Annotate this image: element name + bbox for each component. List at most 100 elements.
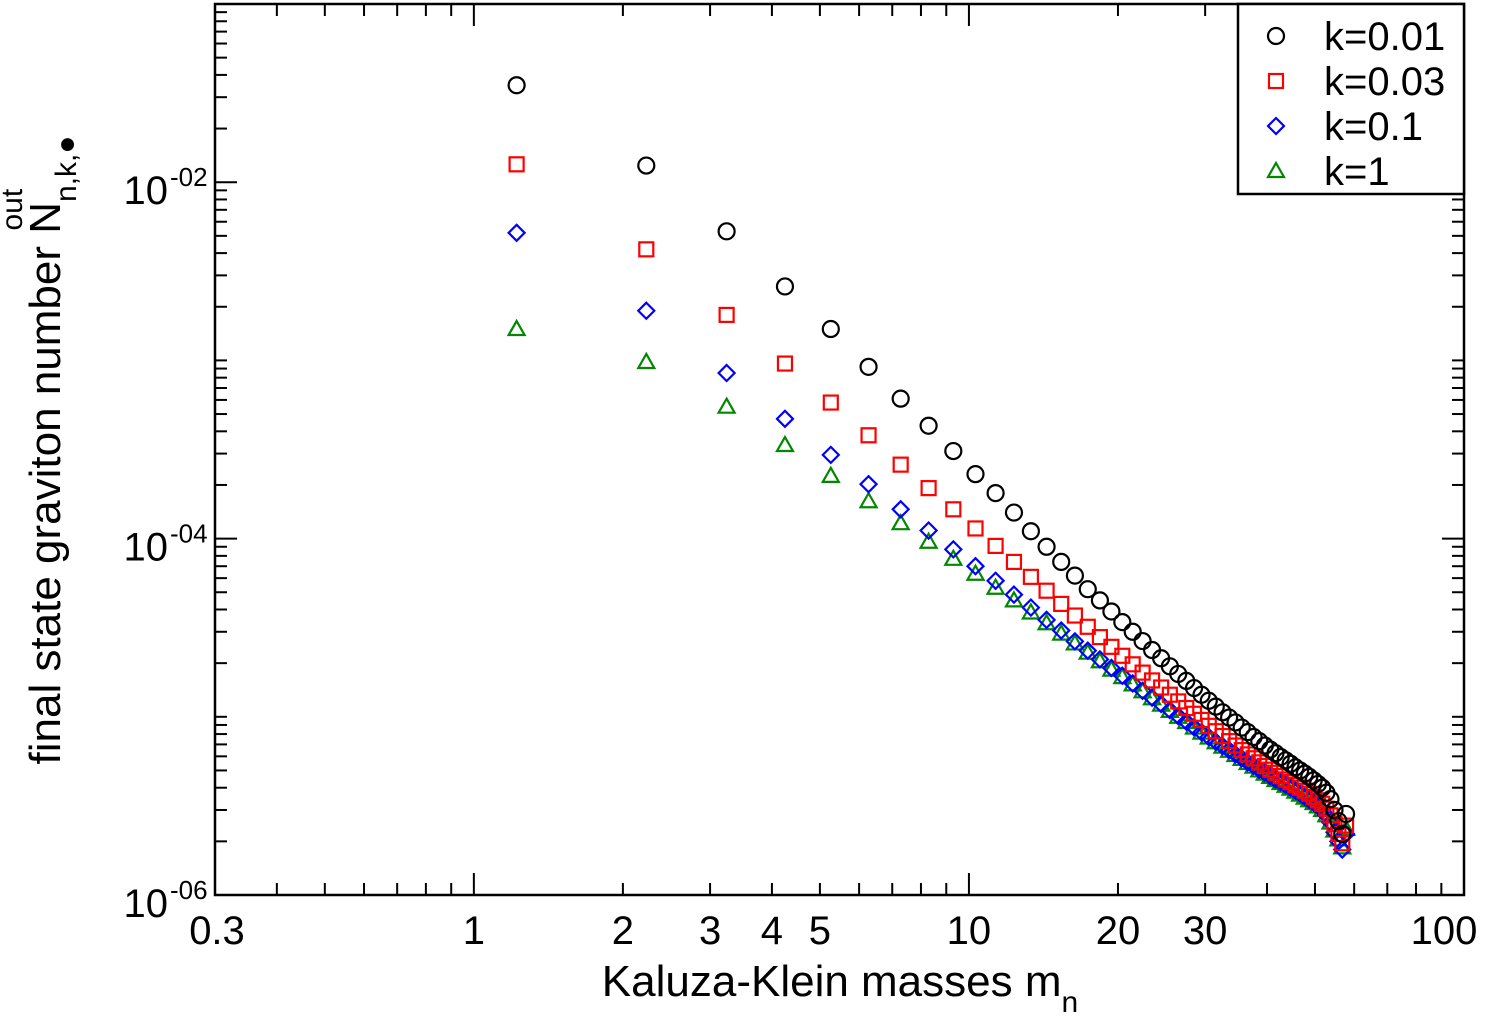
data-point: [1334, 835, 1351, 852]
data-point: [717, 222, 736, 241]
data-point: [945, 501, 962, 518]
data-point: [986, 484, 1005, 503]
x-tick-label: 4: [761, 909, 783, 953]
data-point: [1103, 638, 1120, 655]
data-point: [1004, 590, 1024, 608]
data-point: [636, 301, 656, 321]
data-point: [718, 306, 735, 324]
y-axis-label-superscript: out: [0, 188, 29, 230]
legend-label: k=0.01: [1324, 15, 1445, 59]
data-point: [1133, 631, 1152, 651]
data-point: [1005, 553, 1023, 571]
data-point: [1123, 622, 1142, 641]
data-point: [966, 465, 985, 484]
data-point: [1091, 629, 1109, 646]
x-tick-label: 20: [1096, 909, 1141, 953]
data-point: [919, 416, 938, 435]
data-point: [1066, 607, 1083, 624]
data-point: [1123, 673, 1143, 693]
data-point: [965, 556, 986, 576]
data-point: [821, 319, 840, 339]
data-point: [822, 394, 839, 411]
data-point: [860, 427, 877, 444]
data-point: [507, 76, 526, 95]
data-point: [820, 465, 841, 483]
y-axis-label-subscript: n,k,●: [50, 136, 83, 202]
legend-label: k=1: [1324, 150, 1390, 194]
data-point: [1004, 503, 1024, 522]
data-point: [1078, 641, 1098, 661]
data-point: [1065, 566, 1084, 585]
data-point: [858, 491, 879, 509]
data-point: [636, 351, 657, 370]
x-axis-label-subscript: n: [1062, 986, 1079, 1019]
data-point: [1168, 706, 1188, 726]
data-point: [1065, 631, 1085, 651]
data-point: [1037, 610, 1057, 630]
data-point: [1090, 649, 1110, 669]
data-point: [1079, 618, 1096, 635]
data-point: [1286, 758, 1305, 777]
y-tick-label-exponent: -06: [170, 875, 208, 905]
x-tick-label: 30: [1183, 909, 1228, 953]
data-point: [1102, 602, 1121, 621]
data-point: [775, 277, 795, 296]
data-point: [1038, 582, 1055, 599]
data-point: [717, 363, 737, 383]
plot-frame: [213, 2, 1466, 897]
data-point: [1226, 713, 1245, 732]
data-point: [1249, 760, 1269, 780]
y-tick-label: 10: [124, 526, 169, 570]
data-point: [1184, 717, 1204, 737]
data-point: [1291, 761, 1310, 780]
x-axis-label: Kaluza-Klein masses mn: [602, 957, 1078, 1019]
data-point: [1090, 591, 1110, 610]
data-point: [1052, 552, 1071, 572]
legend-label: k=0.1: [1324, 105, 1423, 149]
data-point: [506, 318, 527, 337]
y-tick-label: 10: [124, 169, 169, 213]
x-tick-label: 10: [947, 909, 992, 953]
data-point: [986, 571, 1006, 591]
legend: k=0.01k=0.03k=0.1k=1: [1236, 2, 1466, 196]
x-tick-label: 5: [809, 909, 831, 953]
data-point: [987, 537, 1004, 554]
series-k=0.03: [508, 156, 1355, 852]
data-point: [1333, 824, 1352, 844]
x-tick-label: 0.3: [189, 909, 245, 953]
data-point: [1114, 647, 1131, 664]
series-k=0.1: [507, 223, 1356, 860]
data-point: [985, 577, 1006, 595]
data-point: [1004, 585, 1024, 605]
data-point: [775, 409, 795, 429]
legend-marker: [1266, 116, 1286, 136]
data-point: [1021, 522, 1040, 541]
data-point: [1325, 800, 1344, 820]
data-point: [638, 241, 655, 258]
x-tick-label: 3: [699, 909, 721, 953]
data-point: [920, 480, 937, 497]
data-point: [890, 512, 911, 531]
data-point: [1238, 723, 1257, 742]
data-point: [637, 156, 656, 175]
y-tick-label-exponent: -02: [170, 162, 208, 192]
data-point: [508, 156, 525, 173]
data-point: [716, 396, 737, 414]
data-point: [1113, 612, 1132, 632]
data-point: [965, 563, 986, 581]
x-tick-label: 100: [1411, 909, 1478, 953]
data-point: [775, 434, 795, 453]
data-point: [776, 355, 794, 372]
data-point: [918, 531, 939, 549]
data-point: [821, 445, 841, 465]
data-point: [891, 389, 910, 408]
data-point: [1078, 580, 1097, 599]
data-point: [1321, 790, 1340, 809]
data-point: [967, 520, 984, 537]
series-k=0.01: [507, 76, 1356, 844]
legend-marker: [1266, 160, 1286, 179]
data-point: [1285, 781, 1306, 801]
data-point: [1277, 771, 1294, 788]
